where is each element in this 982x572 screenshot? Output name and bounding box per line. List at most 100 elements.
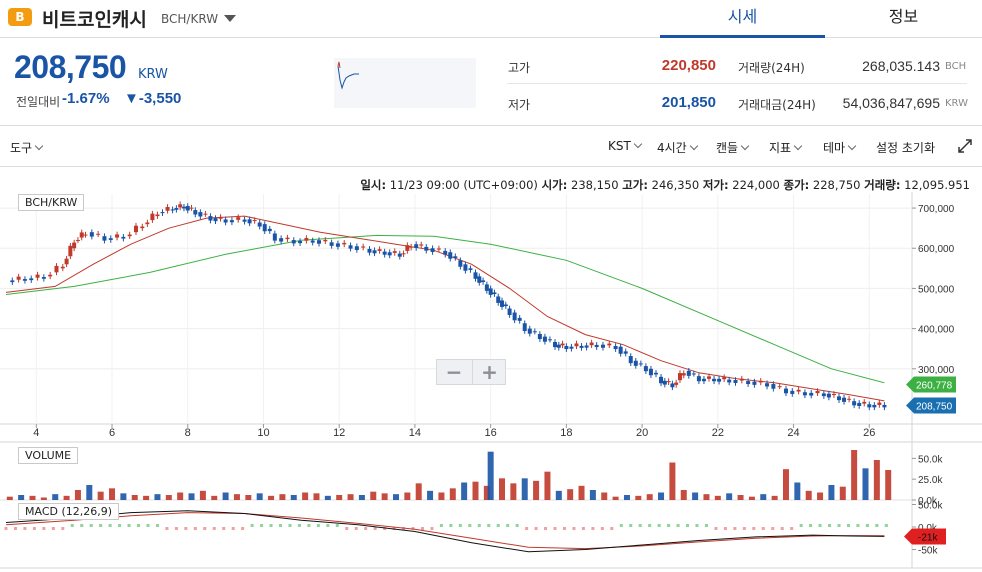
candle-body bbox=[414, 244, 419, 248]
candle-body bbox=[872, 404, 877, 408]
candle-body bbox=[317, 240, 322, 244]
macd-histogram-bar bbox=[780, 527, 784, 530]
candle-body bbox=[527, 328, 532, 334]
candle-body bbox=[696, 376, 701, 382]
theme-label: 테마 bbox=[823, 141, 846, 155]
candle-body bbox=[262, 224, 267, 232]
volume-bar bbox=[805, 490, 812, 500]
volume-bar bbox=[555, 490, 562, 500]
low-label: 저가: bbox=[702, 178, 729, 192]
candle-body bbox=[108, 238, 113, 240]
macd-histogram-bar bbox=[638, 524, 642, 527]
macd-histogram-bar bbox=[704, 524, 708, 527]
interval-label: 4시간 bbox=[657, 141, 687, 155]
volume-label: 거래량(24H) bbox=[738, 61, 805, 75]
candle-body bbox=[643, 366, 648, 372]
zoom-out-button[interactable]: − bbox=[445, 360, 463, 384]
volume-bar bbox=[40, 497, 47, 500]
macd-histogram-bar bbox=[174, 527, 178, 530]
expand-icon[interactable] bbox=[958, 139, 972, 153]
candle-body bbox=[600, 344, 605, 348]
macd-histogram-bar bbox=[420, 527, 424, 530]
macd-histogram-bar bbox=[32, 527, 36, 530]
macd-histogram-bar bbox=[818, 524, 822, 527]
volume-bar bbox=[461, 482, 468, 500]
candle-body bbox=[405, 245, 410, 251]
candle-body bbox=[681, 373, 686, 376]
price-chart[interactable]: 700,000 600,000 500,000 400,000 300,000 4 6 8 10… bbox=[0, 192, 982, 572]
candle-body bbox=[717, 378, 722, 382]
chart-type-label: 캔들 bbox=[716, 141, 739, 155]
candle-body bbox=[272, 233, 277, 241]
volume-bar bbox=[760, 494, 767, 500]
candle-body bbox=[492, 292, 497, 295]
candle-body bbox=[836, 396, 841, 401]
candle-body bbox=[185, 206, 190, 211]
macd-histogram-bar bbox=[676, 524, 680, 527]
macd-histogram-bar bbox=[165, 527, 169, 530]
volume-bar bbox=[483, 485, 490, 500]
candle-body bbox=[547, 339, 552, 341]
candle-body bbox=[666, 381, 671, 383]
candle-body bbox=[79, 232, 84, 238]
volume-bar bbox=[18, 495, 25, 500]
candle-body bbox=[877, 402, 882, 405]
reset-settings-button[interactable]: 설정 초기화 bbox=[876, 141, 936, 155]
volume-bar bbox=[86, 485, 93, 500]
volume-bar bbox=[415, 483, 422, 500]
candle-body bbox=[512, 312, 517, 321]
indicators-menu[interactable]: 지표 bbox=[769, 139, 803, 156]
zoom-in-button[interactable]: + bbox=[472, 360, 506, 384]
candle-body bbox=[458, 260, 463, 267]
macd-histogram-bar bbox=[231, 527, 235, 530]
candle-body bbox=[213, 218, 218, 222]
candle-body bbox=[674, 382, 679, 385]
candle-body bbox=[198, 212, 203, 217]
macd-histogram-bar bbox=[496, 524, 500, 527]
macd-histogram-bar bbox=[250, 524, 254, 527]
macd-histogram-bar bbox=[411, 527, 415, 530]
candle-body bbox=[145, 222, 150, 225]
volume-bar bbox=[381, 493, 388, 500]
candle-body bbox=[424, 246, 429, 251]
interval-menu[interactable]: 4시간 bbox=[657, 139, 698, 156]
tools-menu[interactable]: 도구 bbox=[10, 139, 44, 156]
candle-body bbox=[342, 242, 347, 245]
candle-body bbox=[335, 243, 340, 247]
prev-day-label: 전일대비 bbox=[16, 95, 61, 109]
macd-histogram-bar bbox=[51, 527, 55, 530]
price-unit: KRW bbox=[138, 67, 168, 82]
macd-histogram-bar bbox=[477, 524, 481, 527]
chart-canvas[interactable]: 700,000 600,000 500,000 400,000 300,000 4 6 8 10… bbox=[0, 192, 982, 572]
macd-histogram-bar bbox=[260, 524, 264, 527]
candle-body bbox=[500, 300, 505, 307]
macd-histogram-bar bbox=[837, 524, 841, 527]
macd-histogram-bar bbox=[875, 524, 879, 527]
volume-panel-label: VOLUME bbox=[18, 447, 79, 464]
chevron-down-icon bbox=[689, 141, 698, 151]
volume-bar bbox=[748, 496, 755, 500]
volume-bar bbox=[589, 490, 596, 500]
x-tick-label: 6 bbox=[109, 427, 115, 439]
tab-info[interactable]: 정보 bbox=[888, 7, 919, 26]
tab-quotes[interactable]: 시세 bbox=[660, 0, 825, 38]
theme-menu[interactable]: 테마 bbox=[823, 139, 857, 156]
candle-body bbox=[127, 234, 132, 237]
macd-last-tag: -21k bbox=[918, 532, 938, 543]
candle-body bbox=[607, 343, 612, 346]
macd-histogram-bar bbox=[269, 524, 273, 527]
chevron-down-icon bbox=[740, 141, 750, 151]
volume-tick-label: 25.0k bbox=[918, 475, 943, 486]
volume-label: 거래량: bbox=[864, 178, 901, 192]
timezone-menu[interactable]: KST bbox=[608, 139, 643, 153]
macd-histogram-bar bbox=[562, 527, 566, 530]
candle-body bbox=[589, 342, 594, 346]
volume-bar bbox=[29, 495, 36, 500]
volume-bar bbox=[658, 492, 665, 500]
pair-dropdown-icon[interactable] bbox=[224, 15, 236, 22]
chart-type-menu[interactable]: 캔들 bbox=[716, 139, 750, 156]
candle-body bbox=[22, 279, 27, 281]
candle-body bbox=[29, 278, 34, 281]
candle-body bbox=[662, 380, 667, 385]
candle-body bbox=[223, 219, 228, 223]
